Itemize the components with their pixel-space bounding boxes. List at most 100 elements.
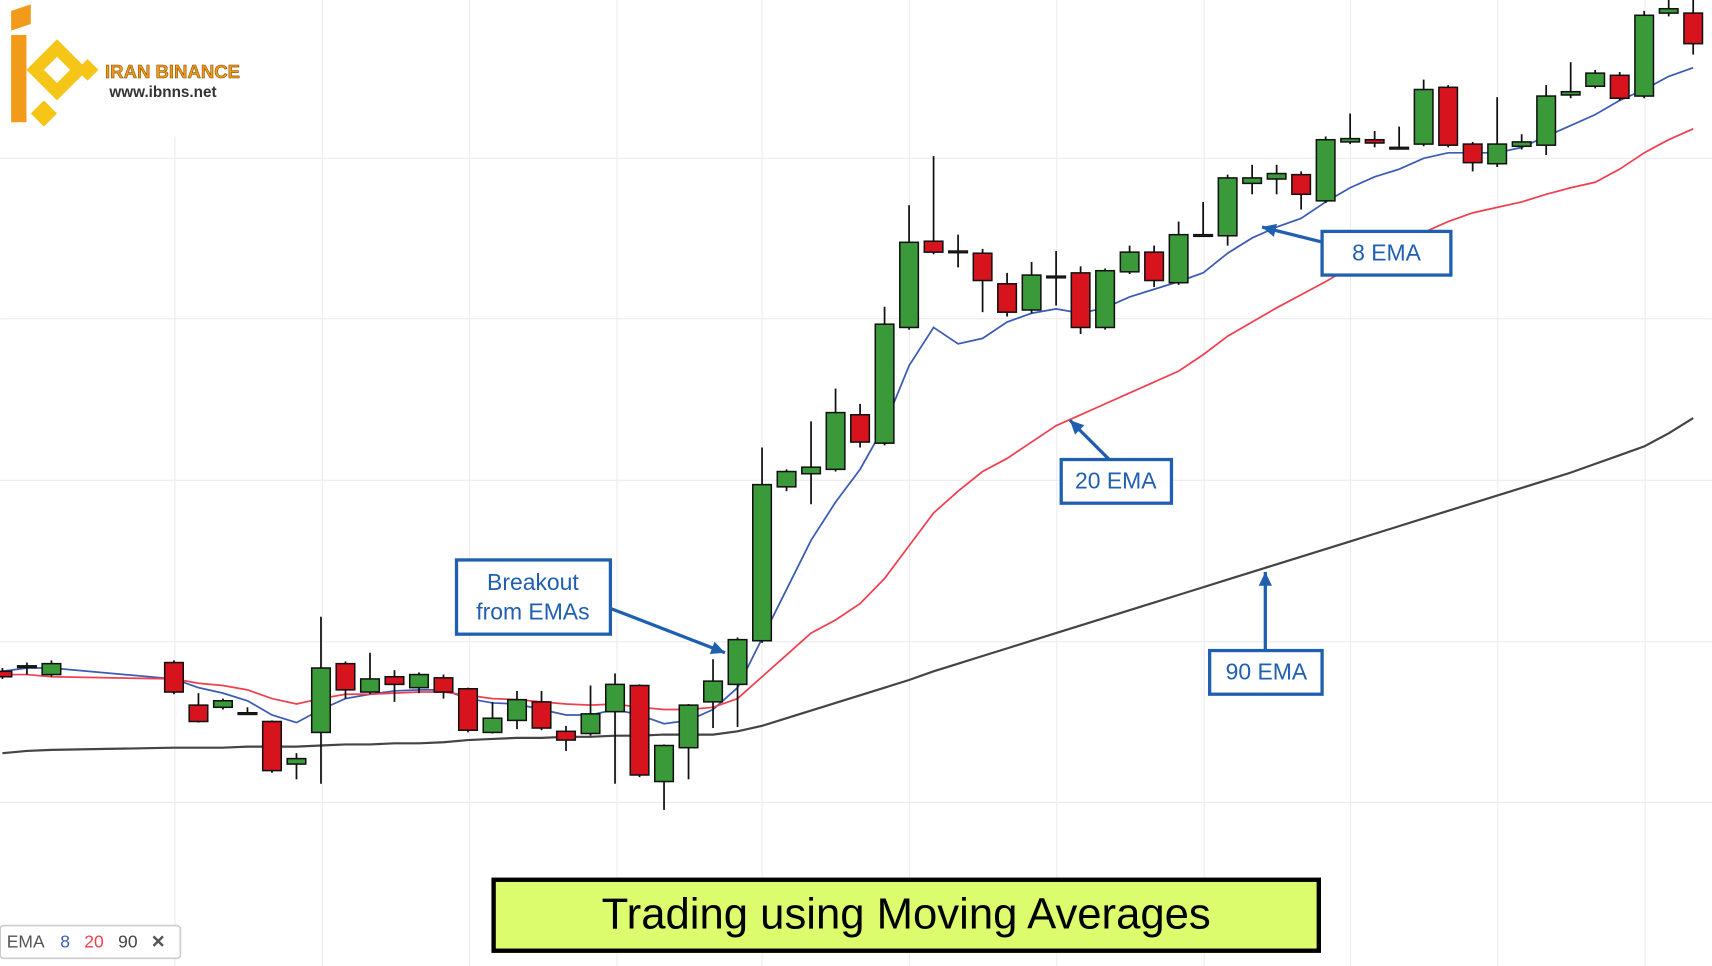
candle-body <box>604 683 626 713</box>
candle-body <box>1193 233 1214 238</box>
arrow-head <box>1069 420 1085 435</box>
candle-body <box>482 717 503 734</box>
candle-body <box>825 411 846 471</box>
candle-body <box>41 662 62 676</box>
annotation-text: 8 EMA <box>1352 239 1421 265</box>
title-background <box>491 877 1321 953</box>
candle-body <box>1217 177 1238 237</box>
legend-entry: 90 <box>118 932 138 952</box>
candle-body <box>702 680 724 703</box>
candle-body <box>1119 251 1140 273</box>
candle-body <box>237 712 258 716</box>
candle-body <box>1021 274 1042 311</box>
candle-body <box>433 677 454 693</box>
candle-body <box>408 673 430 689</box>
candle-body <box>948 250 969 254</box>
candle-body <box>1291 173 1312 196</box>
candle-body <box>997 283 1018 313</box>
logo-mark <box>26 39 88 101</box>
candle-body <box>899 241 920 329</box>
candle-body <box>972 252 993 282</box>
candle-body <box>261 720 283 772</box>
candle-body <box>580 713 601 735</box>
candle-body <box>1462 143 1483 164</box>
candle-body <box>653 744 675 783</box>
candle-body <box>874 323 895 444</box>
candle-body <box>1095 269 1116 329</box>
candle-body <box>1144 251 1165 282</box>
title-box: Trading using Moving Averages <box>491 877 1321 953</box>
candle-body <box>1683 12 1704 45</box>
legend-close[interactable]: ✕ <box>151 932 166 952</box>
ema-line <box>2 128 1694 711</box>
arrow-head <box>1258 571 1272 586</box>
candle-body <box>1560 90 1581 96</box>
candle-body <box>359 678 381 693</box>
candle-body <box>629 684 650 776</box>
candle-body <box>1585 72 1606 87</box>
candle-body <box>1168 233 1189 284</box>
plot-area <box>0 0 1704 810</box>
candle-body <box>776 470 797 488</box>
candle-body <box>1511 141 1532 148</box>
annotation-box <box>1320 229 1453 277</box>
candle-body <box>1413 88 1434 145</box>
candle-body <box>1046 275 1067 279</box>
logo-brand: IRAN BINANCE <box>105 61 240 82</box>
logo-mark <box>11 4 31 31</box>
candle-body <box>555 730 577 741</box>
annotation-text: Breakout <box>487 569 579 595</box>
logo-mark <box>11 34 27 123</box>
candle-body <box>1266 172 1287 180</box>
candle-body <box>1315 138 1336 202</box>
annotation-box <box>1059 457 1174 505</box>
annotation-box <box>1208 648 1324 696</box>
candle-body <box>506 698 528 722</box>
candle-body <box>727 638 748 686</box>
logo-mark <box>30 100 58 127</box>
candle-body <box>1438 86 1459 146</box>
candle-body <box>850 414 871 443</box>
legend-entry: 8 <box>60 932 70 952</box>
candle-body <box>384 675 405 686</box>
candle-body <box>801 466 822 475</box>
chart-title: Trading using Moving Averages <box>602 889 1211 938</box>
logo: IRAN BINANCE www.ibnns.net <box>0 0 258 137</box>
candle-body <box>1389 146 1410 150</box>
ema-line <box>2 66 1694 725</box>
annotations: Breakout from EMAs 8 EMA 20 EMA 90 EMA <box>454 223 1453 696</box>
candle-body <box>678 704 699 749</box>
annotation-text: 90 EMA <box>1226 659 1308 685</box>
candle-body <box>163 661 184 693</box>
candle-body <box>1070 272 1091 329</box>
candle-body <box>286 757 307 765</box>
candle-body <box>188 704 209 723</box>
candle-body <box>1364 138 1385 144</box>
legend-entry: 20 <box>84 932 104 952</box>
candle-body <box>457 687 479 731</box>
candle-body <box>0 670 13 678</box>
candle-body <box>16 665 37 669</box>
candle-body <box>1658 7 1679 14</box>
legend-box <box>0 924 182 960</box>
candle-body <box>1536 95 1557 146</box>
annotation-arrow <box>608 606 726 655</box>
candle-body <box>1242 177 1263 185</box>
candle-body <box>752 483 773 642</box>
candle-body <box>212 699 234 709</box>
annotation-text: from EMAs <box>476 598 589 624</box>
logo-url: www.ibnns.net <box>108 84 216 101</box>
annotation-box <box>454 558 613 636</box>
candle-body <box>1609 74 1630 100</box>
legend-label: EMA <box>7 932 45 952</box>
ema-line <box>2 417 1694 755</box>
legend: EMA 8 20 90 ✕ <box>0 924 182 960</box>
candle-body <box>1487 143 1508 165</box>
candle-body <box>923 240 944 253</box>
logo-mark <box>76 58 99 81</box>
candle-body <box>531 701 552 729</box>
candle-body <box>310 667 332 734</box>
candle-body <box>1340 137 1361 143</box>
arrow-head <box>709 641 726 654</box>
